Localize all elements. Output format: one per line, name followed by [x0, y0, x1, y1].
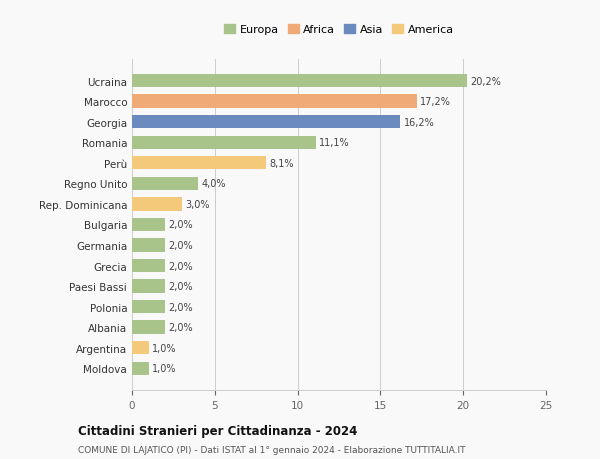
Bar [132, 198, 182, 211]
Bar [132, 95, 417, 108]
Text: 1,0%: 1,0% [152, 343, 176, 353]
Bar [132, 280, 165, 293]
Text: 2,0%: 2,0% [169, 261, 193, 271]
Legend: Europa, Africa, Asia, America: Europa, Africa, Asia, America [222, 22, 456, 38]
Text: 2,0%: 2,0% [169, 220, 193, 230]
Text: 11,1%: 11,1% [319, 138, 350, 148]
Text: 2,0%: 2,0% [169, 281, 193, 291]
Text: 3,0%: 3,0% [185, 199, 209, 209]
Text: 4,0%: 4,0% [202, 179, 226, 189]
Bar [132, 157, 266, 170]
Bar [132, 239, 165, 252]
Bar [132, 136, 316, 150]
Bar [132, 218, 165, 232]
Bar [132, 362, 149, 375]
Bar [132, 259, 165, 273]
Bar [132, 177, 198, 190]
Bar [132, 300, 165, 313]
Text: 2,0%: 2,0% [169, 302, 193, 312]
Text: 17,2%: 17,2% [420, 97, 451, 107]
Text: 2,0%: 2,0% [169, 323, 193, 332]
Bar [132, 321, 165, 334]
Text: COMUNE DI LAJATICO (PI) - Dati ISTAT al 1° gennaio 2024 - Elaborazione TUTTITALI: COMUNE DI LAJATICO (PI) - Dati ISTAT al … [78, 445, 466, 454]
Text: 2,0%: 2,0% [169, 241, 193, 251]
Text: 8,1%: 8,1% [269, 158, 294, 168]
Bar [132, 341, 149, 355]
Bar [132, 116, 400, 129]
Text: Cittadini Stranieri per Cittadinanza - 2024: Cittadini Stranieri per Cittadinanza - 2… [78, 425, 358, 437]
Bar [132, 75, 467, 88]
Text: 20,2%: 20,2% [470, 76, 500, 86]
Text: 1,0%: 1,0% [152, 364, 176, 374]
Text: 16,2%: 16,2% [404, 118, 434, 127]
